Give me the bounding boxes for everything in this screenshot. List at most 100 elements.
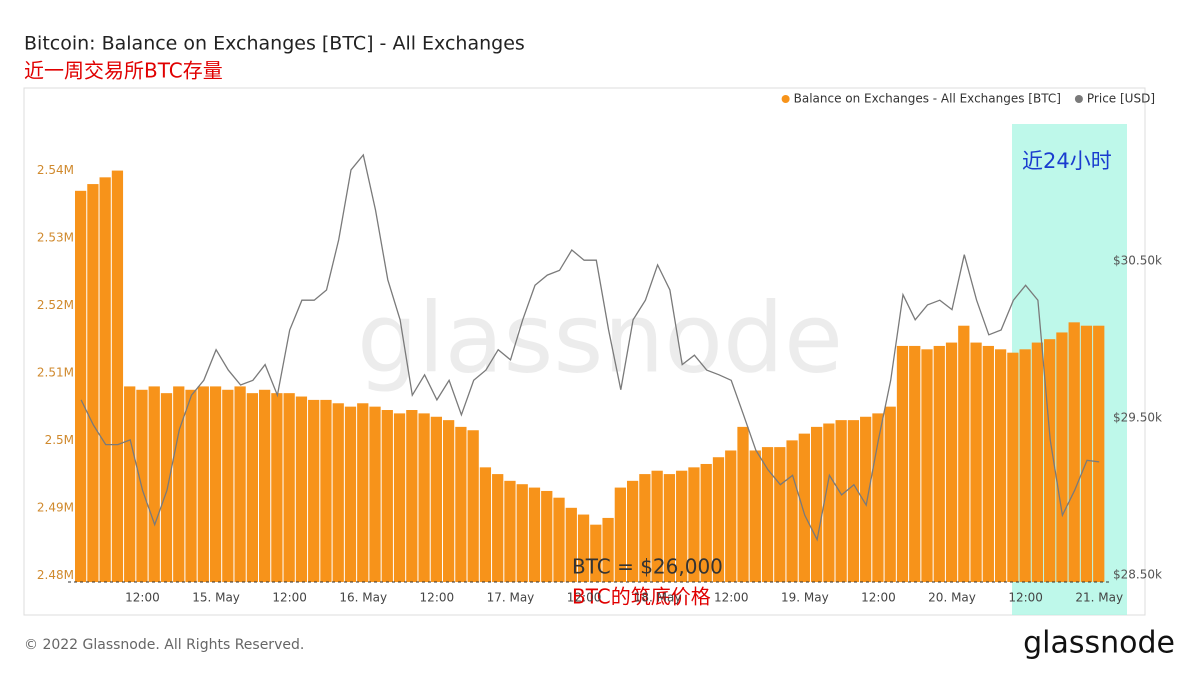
bar [406,410,418,582]
bar [332,403,344,582]
x-tick-label: 12:00 [420,591,455,605]
bar [712,457,725,582]
copyright: © 2022 Glassnode. All Rights Reserved. [24,637,304,653]
plot [75,153,1105,583]
bar [639,474,651,582]
x-tick-label: 18. May [634,591,682,605]
legend-label: Balance on Exchanges - All Exchanges [BT… [794,92,1061,106]
bar [970,342,982,582]
y-tick-label: 2.5M [45,433,74,447]
bar [761,447,774,582]
bar [725,450,737,582]
x-tick-label: 12:00 [272,591,307,605]
bar [1068,322,1080,582]
bar [308,399,320,582]
bar [774,447,786,582]
bar [393,413,406,582]
bar [896,345,909,582]
y-tick-label: 2.51M [37,365,74,379]
x-tick-label: 12:00 [125,591,160,605]
bar [99,177,111,582]
bar [663,474,676,582]
bar [614,487,626,582]
watermark: glassnode [357,282,843,394]
bar [565,507,577,582]
bar [602,517,614,582]
y-tick-label: 2.54M [37,163,74,177]
bar [884,406,896,582]
annotation: BTC的筑底价格 [572,585,711,609]
x-tick-label: 12:00 [567,591,602,605]
chart-title: Bitcoin: Balance on Exchanges [BTC] - Al… [24,33,525,55]
bar [835,420,847,582]
y-tick-label: 2.53M [37,231,74,245]
bar [1080,325,1093,582]
bar [222,389,234,582]
bar [357,403,369,582]
bar [197,386,209,582]
bar [737,426,749,582]
bar [479,467,492,582]
y2-tick-label: $30.50k [1113,253,1162,267]
bar [124,386,136,582]
bar [320,399,332,582]
chart-frame [23,87,1146,616]
bar [1093,325,1105,582]
legend-marker [781,95,790,103]
bar [160,393,173,582]
bar [87,184,99,582]
y2-tick-label: $28.50k [1113,567,1162,581]
bar [1044,339,1056,582]
annotation: 近24小时 [1022,149,1112,173]
x-tick-label: 16. May [339,591,387,605]
legend-marker [1074,95,1083,103]
bar [455,426,467,582]
x-tick-label: 12:00 [714,591,749,605]
bar [921,349,933,582]
bar [185,389,197,582]
bar [700,463,712,582]
logo: glassnode [1023,626,1175,661]
bar [847,420,860,582]
bar [994,349,1007,582]
bar [75,190,87,583]
bar [541,490,553,582]
bar [430,416,442,582]
bar [381,410,393,582]
bar [504,480,516,582]
bar [1056,332,1068,582]
bar [945,342,958,582]
bar [933,345,945,582]
bar [148,386,160,582]
bar [344,406,357,582]
annotation: BTC = $26,000 [572,555,723,579]
bar [258,389,271,582]
bar [369,406,381,582]
bar [651,470,663,582]
bar [958,325,970,582]
bar [492,474,504,582]
bar [295,396,308,582]
y-tick-label: 2.49M [37,500,74,514]
bar [283,393,295,582]
bar [173,386,185,582]
legend-label: Price [USD] [1087,92,1155,106]
y-tick-label: 2.48M [37,568,74,582]
bar [553,497,565,582]
bar [271,393,283,582]
x-tick-label: 17. May [487,591,535,605]
x-tick-label: 19. May [781,591,829,605]
bar [467,430,479,582]
x-tick-label: 12:00 [861,591,896,605]
bar [590,524,602,582]
bar [688,467,700,582]
y-tick-label: 2.52M [37,298,74,312]
bar [577,514,590,582]
bar [111,170,124,583]
bar [872,413,884,582]
bar [516,484,528,582]
bar [786,440,798,582]
bar [860,416,872,582]
chart-subtitle: 近一周交易所BTC存量 [24,59,223,83]
